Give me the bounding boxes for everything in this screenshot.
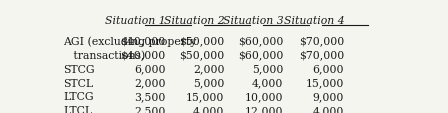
Text: Situation 1: Situation 1 [105, 16, 165, 26]
Text: LTCL: LTCL [63, 105, 92, 113]
Text: $50,000: $50,000 [179, 50, 224, 60]
Text: 12,000: 12,000 [245, 105, 284, 113]
Text: $50,000: $50,000 [179, 36, 224, 46]
Text: 10,000: 10,000 [245, 91, 284, 101]
Text: 2,500: 2,500 [134, 105, 165, 113]
Text: STCG: STCG [63, 64, 95, 74]
Text: 4,000: 4,000 [193, 105, 224, 113]
Text: $60,000: $60,000 [238, 50, 284, 60]
Text: LTCG: LTCG [63, 91, 94, 101]
Text: Situation 3: Situation 3 [223, 16, 284, 26]
Text: 6,000: 6,000 [134, 64, 165, 74]
Text: 3,500: 3,500 [134, 91, 165, 101]
Text: 4,000: 4,000 [252, 78, 284, 88]
Text: $70,000: $70,000 [299, 36, 344, 46]
Text: STCL: STCL [63, 78, 93, 88]
Text: 15,000: 15,000 [186, 91, 224, 101]
Text: Situation 4: Situation 4 [284, 16, 344, 26]
Text: 9,000: 9,000 [313, 91, 344, 101]
Text: 5,000: 5,000 [193, 78, 224, 88]
Text: transactions): transactions) [63, 50, 145, 60]
Text: $60,000: $60,000 [238, 36, 284, 46]
Text: 5,000: 5,000 [252, 64, 284, 74]
Text: Situation 2: Situation 2 [164, 16, 224, 26]
Text: AGI (excluding property: AGI (excluding property [63, 36, 196, 47]
Text: 2,000: 2,000 [193, 64, 224, 74]
Text: $70,000: $70,000 [299, 50, 344, 60]
Text: $40,000: $40,000 [120, 36, 165, 46]
Text: 15,000: 15,000 [306, 78, 344, 88]
Text: 6,000: 6,000 [313, 64, 344, 74]
Text: $40,000: $40,000 [120, 50, 165, 60]
Text: 4,000: 4,000 [313, 105, 344, 113]
Text: 2,000: 2,000 [134, 78, 165, 88]
